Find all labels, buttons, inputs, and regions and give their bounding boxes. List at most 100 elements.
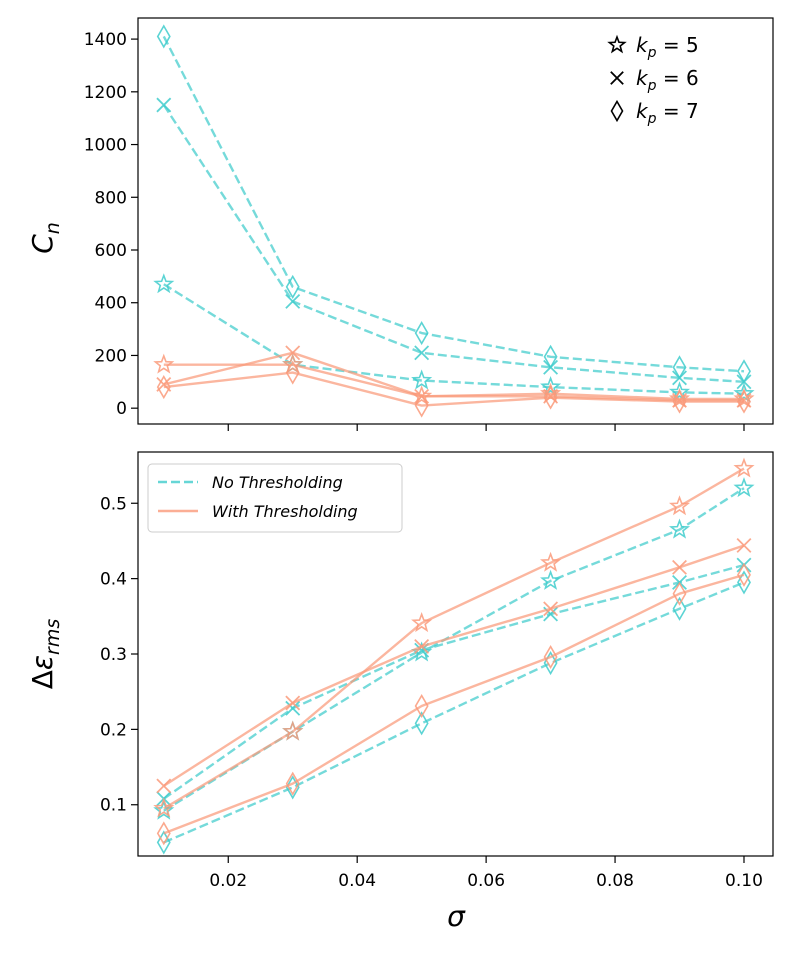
data-point-1-3-1 — [282, 720, 304, 741]
y-tick-label-1-1: 0.2 — [100, 720, 127, 740]
series-line-1-3 — [163, 467, 745, 810]
y-tick-label-1-2: 0.3 — [100, 645, 127, 665]
series-markers-0-5 — [156, 360, 751, 418]
legend-box — [147, 463, 403, 533]
series-markers-1-4 — [156, 538, 752, 794]
data-point-0-2-3 — [543, 344, 558, 369]
series-markers-0-4 — [156, 345, 752, 408]
series-line-1-1 — [163, 563, 745, 800]
y-tick-label-0-4: 800 — [95, 188, 127, 208]
series-line-1-5 — [163, 573, 745, 835]
data-point-1-2-2 — [414, 711, 429, 736]
series-line-1-0 — [163, 487, 745, 812]
top-series-layer — [153, 24, 755, 418]
y-tick-label-0-3: 600 — [95, 241, 127, 261]
y-tick-label-0-0: 0 — [116, 399, 127, 419]
x-tick-label-1: 0.04 — [338, 871, 376, 891]
data-point-1-4-3 — [543, 601, 559, 617]
top-y-axis-title: Cn — [26, 222, 64, 254]
legend-label-diamond: kp = 7 — [636, 99, 699, 127]
data-point-1-5-1 — [285, 771, 300, 796]
top-ticks-layer: 0 200 400 600 800 1000 1200 1400 — [84, 30, 745, 431]
data-point-1-4-4 — [672, 559, 687, 575]
data-point-0-5-0 — [156, 375, 171, 400]
series-line-1-2 — [163, 581, 745, 844]
data-point-0-5-3 — [543, 385, 558, 410]
top-legend: kp = 5 kp = 6 kp = 7 — [607, 33, 699, 127]
series-line-0-1 — [162, 104, 745, 384]
data-point-1-5-0 — [156, 821, 171, 846]
legend-marker-diamond — [610, 99, 624, 123]
data-point-1-4-5 — [736, 538, 752, 553]
data-point-1-0-4 — [668, 518, 691, 539]
data-point-1-3-3 — [540, 551, 562, 572]
panel-bottom: 0.02 0.04 0.06 0.08 0.10 0.1 0.2 0.3 0.4 0.5 Δεrm… — [26, 451, 774, 933]
data-point-1-3-4 — [668, 495, 691, 516]
data-point-0-0-5 — [733, 382, 755, 403]
y-tick-label-0-7: 1400 — [84, 30, 127, 50]
y-tick-label-1-0: 0.1 — [100, 796, 127, 816]
data-point-0-5-2 — [414, 393, 429, 418]
y-tick-label-0-6: 1200 — [84, 83, 127, 103]
data-point-0-0-0 — [153, 273, 175, 294]
legend-label-with_thresh: With Thresholding — [212, 502, 358, 521]
y-tick-label-1-3: 0.4 — [100, 570, 127, 590]
data-point-1-4-1 — [285, 695, 301, 711]
data-point-0-3-0 — [153, 353, 175, 374]
data-point-0-5-5 — [737, 389, 751, 414]
series-line-0-5 — [163, 371, 744, 407]
series-line-0-3 — [163, 363, 744, 401]
data-point-1-5-2 — [414, 693, 429, 719]
series-line-0-4 — [163, 351, 744, 402]
x-tick-label-3: 0.08 — [596, 871, 634, 891]
x-tick-label-2: 0.06 — [467, 871, 505, 891]
legend-marker-star — [607, 34, 627, 54]
data-point-0-5-4 — [672, 389, 687, 414]
data-point-0-2-5 — [737, 359, 751, 384]
data-point-1-5-4 — [672, 581, 687, 606]
data-point-0-0-2 — [411, 369, 433, 390]
data-point-1-3-2 — [411, 612, 433, 633]
data-point-0-2-2 — [414, 320, 429, 346]
top-plot-frame — [137, 17, 774, 425]
data-point-0-4-1 — [285, 345, 301, 361]
series-line-0-0 — [163, 283, 745, 395]
data-point-1-0-3 — [540, 569, 562, 590]
y-tick-label-0-2: 400 — [95, 294, 127, 314]
data-point-1-1-1 — [285, 700, 301, 716]
bottom-series-layer — [153, 457, 755, 855]
bottom-ticks-layer: 0.02 0.04 0.06 0.08 0.10 0.1 0.2 0.3 0.4 0.5 — [100, 494, 763, 891]
x-axis-title: σ — [447, 900, 466, 933]
y-tick-label-1-4: 0.5 — [100, 494, 127, 514]
data-point-1-5-3 — [543, 644, 558, 670]
series-line-0-2 — [162, 35, 745, 373]
y-tick-label-0-1: 200 — [95, 346, 127, 366]
legend-label-no_thresh: No Thresholding — [212, 473, 343, 492]
data-point-0-2-0 — [156, 24, 171, 49]
data-point-1-2-4 — [672, 596, 687, 621]
data-point-1-4-2 — [414, 639, 430, 654]
legend-label-x: kp = 6 — [636, 66, 699, 94]
data-point-0-2-1 — [285, 274, 300, 299]
series-markers-1-3 — [153, 457, 755, 818]
data-point-0-0-4 — [668, 381, 691, 402]
data-point-1-3-0 — [153, 797, 175, 818]
data-point-0-1-2 — [414, 345, 430, 361]
data-point-0-1-1 — [285, 293, 301, 309]
data-point-1-5-5 — [737, 562, 751, 587]
data-point-0-2-4 — [672, 355, 687, 380]
series-line-1-4 — [163, 544, 745, 787]
bottom-y-axis-title: Δεrms — [26, 619, 64, 690]
legend-marker-x — [610, 71, 624, 85]
series-markers-0-2 — [156, 24, 751, 384]
bottom-legend: No Thresholding With Thresholding — [147, 463, 403, 533]
data-point-1-4-0 — [156, 778, 172, 794]
data-point-0-1-0 — [156, 97, 172, 113]
y-tick-label-0-5: 1000 — [84, 136, 127, 156]
data-point-0-3-1 — [282, 353, 304, 374]
data-point-0-0-3 — [540, 376, 562, 397]
data-point-1-3-5 — [733, 457, 755, 478]
data-point-1-2-0 — [156, 830, 171, 855]
